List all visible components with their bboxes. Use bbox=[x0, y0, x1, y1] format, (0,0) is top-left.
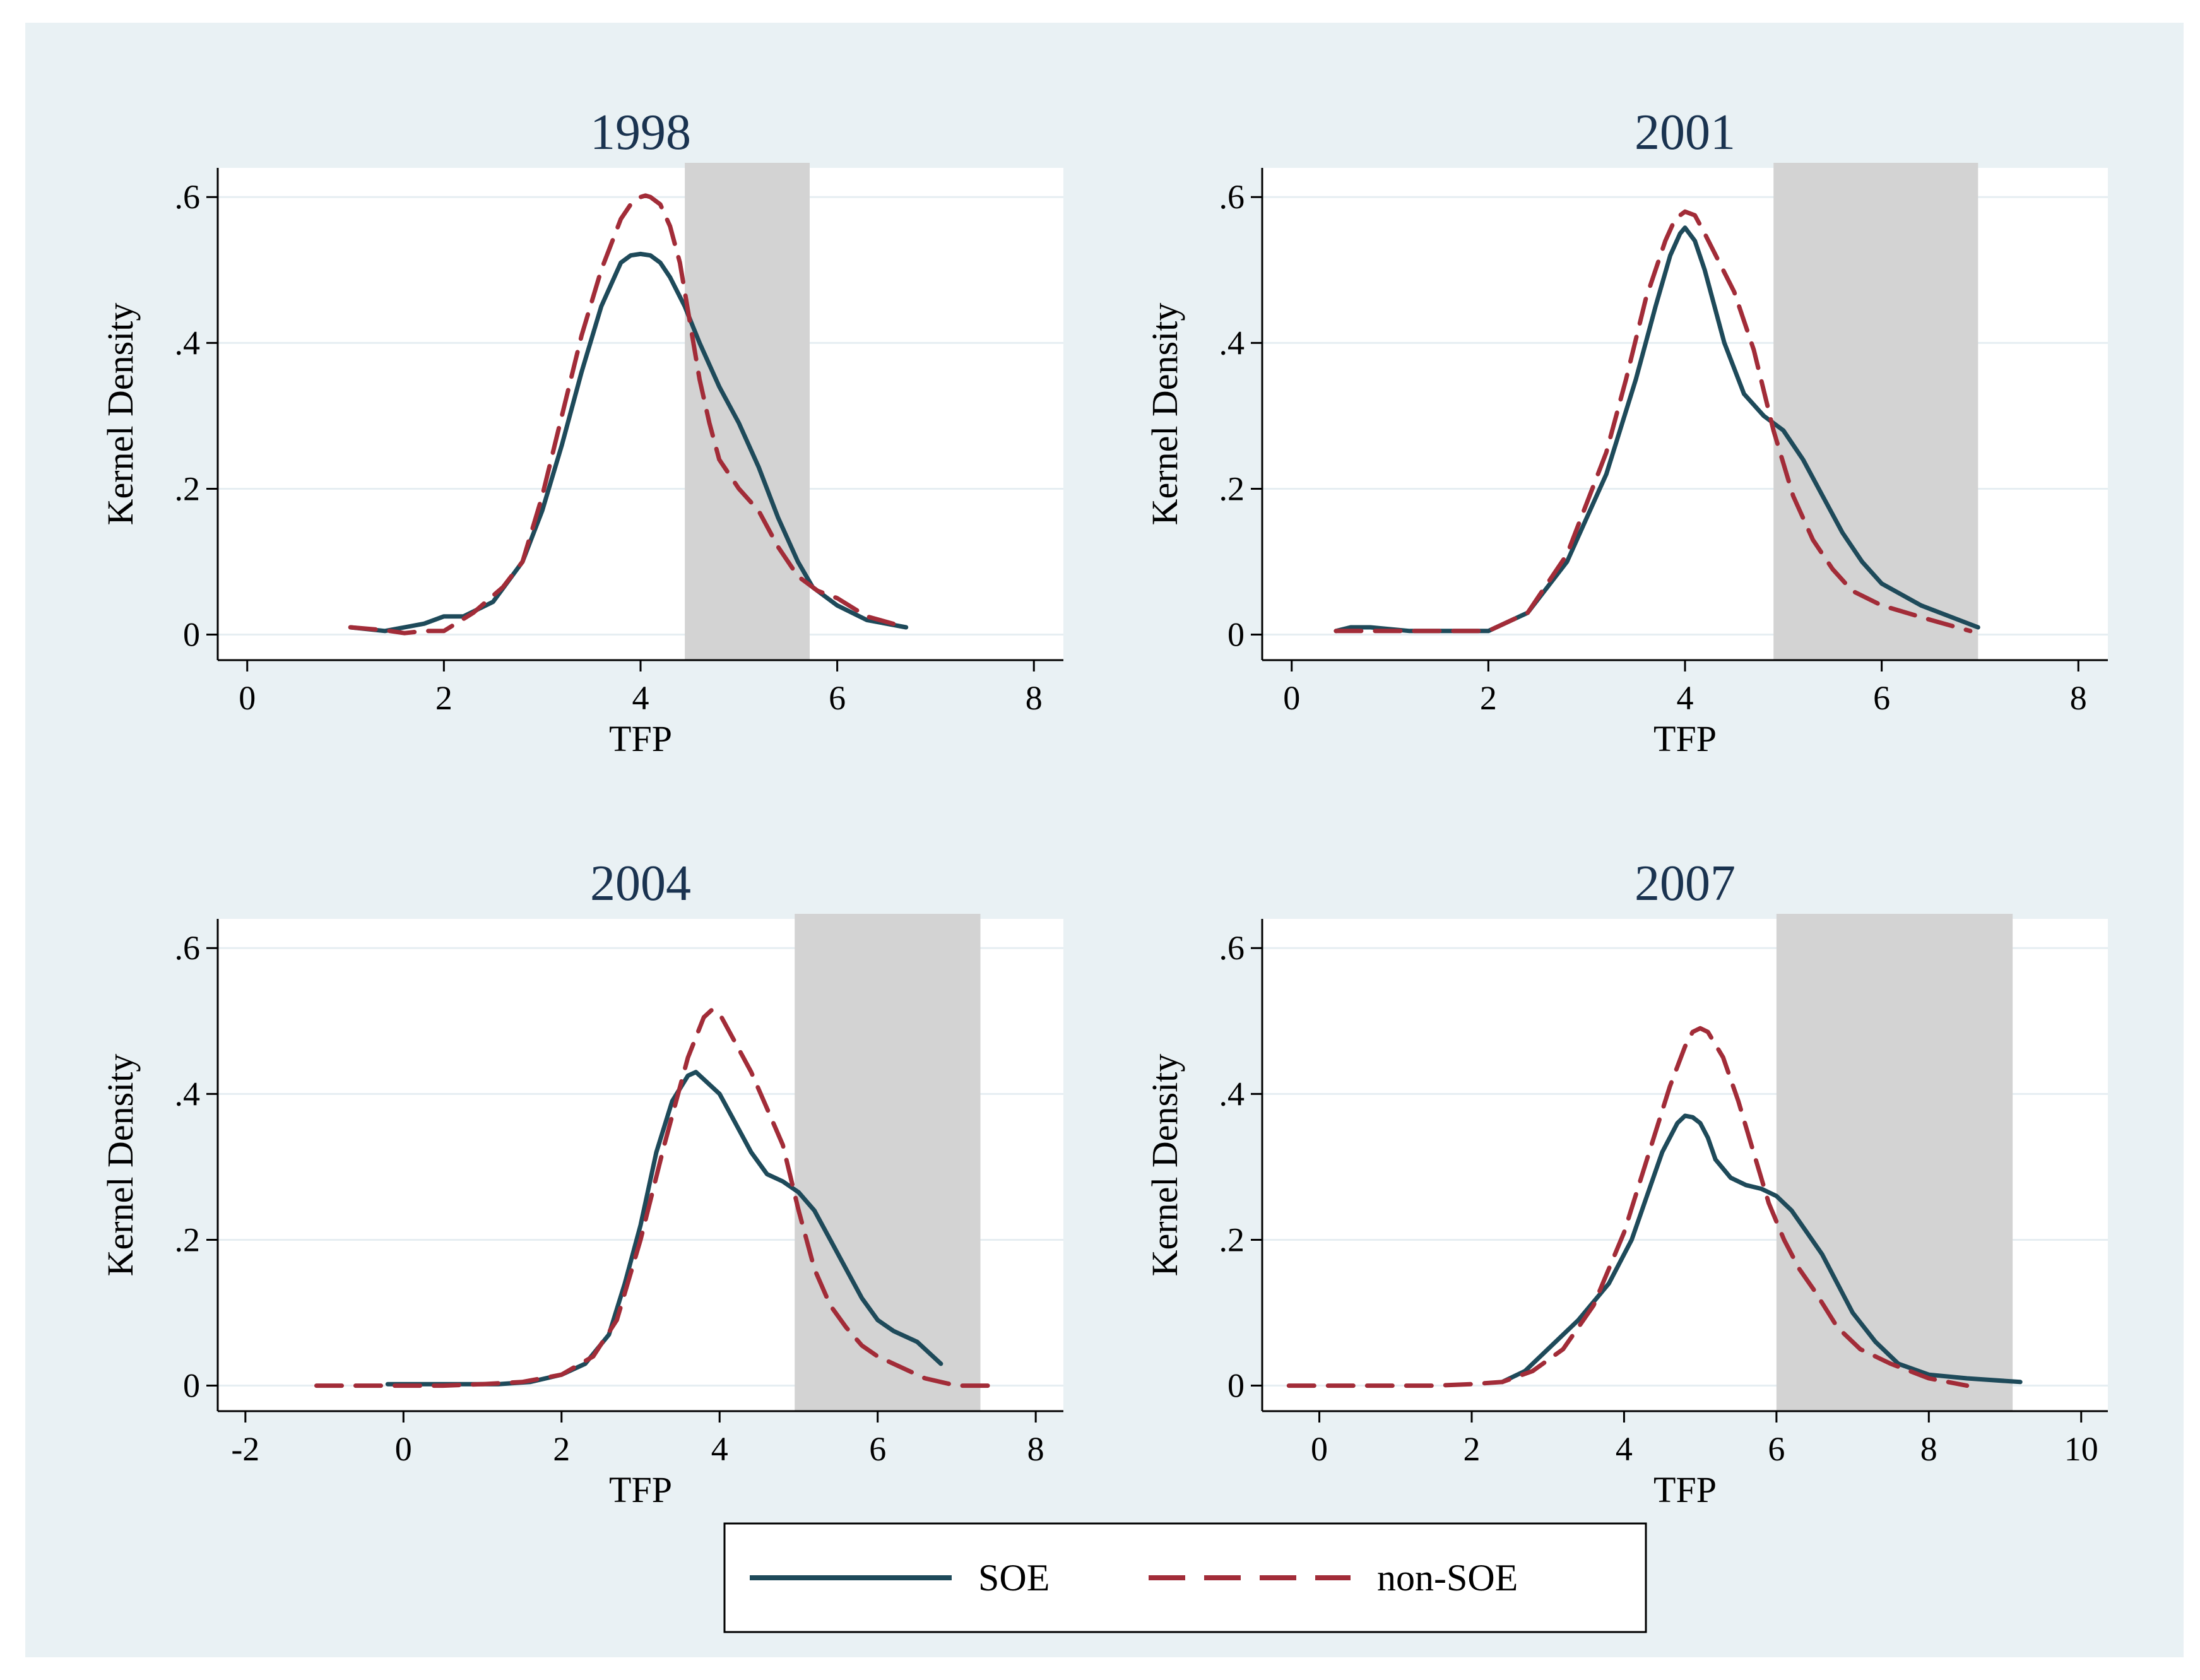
x-tick-label-10: 10 bbox=[2064, 1430, 2098, 1468]
y-tick-label-4: .4 bbox=[1219, 1075, 1245, 1113]
x-tick-label-8: 8 bbox=[1026, 679, 1043, 717]
x-tick-label-4: 4 bbox=[632, 679, 649, 717]
y-axis-label: Kernel Density bbox=[100, 1054, 141, 1277]
panel-title: 2001 bbox=[1635, 105, 1736, 160]
x-tick-label-4: 4 bbox=[1616, 1430, 1633, 1468]
y-axis-label: Kernel Density bbox=[100, 303, 141, 526]
x-tick-label-0: 0 bbox=[1311, 1430, 1328, 1468]
figure: 0 .2 .4 .6 0 2 4 6 8 TFP Kernel Density 1998 0 .2 .4 .6… bbox=[25, 23, 2184, 1657]
plot-area bbox=[1262, 168, 2108, 660]
x-axis-label: TFP bbox=[609, 1469, 672, 1510]
plot-area bbox=[218, 168, 1063, 660]
x-tick-label-0: 0 bbox=[1283, 679, 1300, 717]
x-tick-label-6: 6 bbox=[1873, 679, 1890, 717]
x-axis-label: TFP bbox=[1653, 718, 1717, 759]
y-tick-label-6: .6 bbox=[175, 178, 201, 216]
y-tick-label-0: 0 bbox=[1227, 1367, 1245, 1405]
x-tick-label-2: 2 bbox=[1480, 679, 1497, 717]
y-tick-label-0: 0 bbox=[1227, 616, 1245, 654]
x-tick-label-6: 6 bbox=[869, 1430, 886, 1468]
x-tick-label-8: 8 bbox=[2070, 679, 2087, 717]
y-tick-label-0: 0 bbox=[183, 616, 200, 654]
panel-title: 2004 bbox=[590, 856, 691, 911]
y-tick-label-2: .2 bbox=[1219, 1221, 1245, 1258]
legend: SOE non-SOE bbox=[723, 1522, 1647, 1633]
x-tick-label-4: 4 bbox=[1677, 679, 1694, 717]
x-tick-label-6: 6 bbox=[1768, 1430, 1785, 1468]
series-line-non-soe bbox=[314, 1007, 991, 1388]
x-tick-label-8: 8 bbox=[1027, 1430, 1044, 1468]
chart-canvas: 0 .2 .4 .6 0 2 4 6 8 TFP Kernel Density 1998 0 .2 .4 .6… bbox=[100, 105, 2108, 1633]
y-tick-label-6: .6 bbox=[175, 929, 201, 967]
y-tick-label-2: .2 bbox=[175, 470, 201, 507]
panel-2004: 0 .2 .4 .6 -2 0 2 4 6 8 TFP Kernel Density 2004 bbox=[100, 856, 1063, 1510]
panels: 0 .2 .4 .6 0 2 4 6 8 TFP Kernel Density 1998 0 .2 .4 .6… bbox=[100, 105, 2108, 1510]
series-line-soe bbox=[1499, 1113, 2023, 1385]
legend-label-non-soe: non-SOE bbox=[1377, 1557, 1518, 1599]
shaded-band bbox=[1776, 914, 2013, 1411]
panel-2001: 0 .2 .4 .6 0 2 4 6 8 TFP Kernel Density 2001 bbox=[1144, 105, 2108, 759]
shaded-band bbox=[685, 163, 810, 660]
y-tick-label-4: .4 bbox=[1219, 324, 1245, 362]
y-axis-label: Kernel Density bbox=[1144, 1054, 1185, 1277]
shaded-band bbox=[795, 914, 981, 1411]
x-tick-label-0: 0 bbox=[395, 1430, 412, 1468]
panel-2007: 0 .2 .4 .6 0 2 4 6 8 10 TFP Kernel Density 2007 bbox=[1144, 856, 2108, 1510]
legend-label-soe: SOE bbox=[978, 1557, 1050, 1599]
x-tick-label-0: 0 bbox=[239, 679, 256, 717]
x-tick-label-4: 4 bbox=[711, 1430, 728, 1468]
x-tick-label-8: 8 bbox=[1920, 1430, 1937, 1468]
x-tick-label-2: 2 bbox=[553, 1430, 570, 1468]
y-tick-label-0: 0 bbox=[183, 1367, 200, 1405]
series-line-non-soe bbox=[1334, 209, 1973, 634]
y-tick-label-2: .2 bbox=[1219, 470, 1245, 507]
x-tick-label-6: 6 bbox=[829, 679, 846, 717]
panel-title: 1998 bbox=[590, 105, 691, 160]
y-tick-label-2: .2 bbox=[175, 1221, 201, 1258]
panel-title: 2007 bbox=[1635, 856, 1736, 911]
x-axis-label: TFP bbox=[609, 718, 672, 759]
series-line-non-soe bbox=[348, 193, 909, 636]
y-tick-label-4: .4 bbox=[175, 324, 201, 362]
y-tick-label-4: .4 bbox=[175, 1075, 201, 1113]
y-axis-label: Kernel Density bbox=[1144, 303, 1185, 526]
y-tick-label-6: .6 bbox=[1219, 178, 1245, 216]
x-tick-label-2: -2 bbox=[231, 1430, 259, 1468]
shaded-band bbox=[1773, 163, 1978, 660]
y-tick-label-6: .6 bbox=[1219, 929, 1245, 967]
series-line-non-soe bbox=[1286, 1026, 1970, 1388]
panel-1998: 0 .2 .4 .6 0 2 4 6 8 TFP Kernel Density 1998 bbox=[100, 105, 1063, 759]
x-tick-label-2: 2 bbox=[435, 679, 452, 717]
x-axis-label: TFP bbox=[1653, 1469, 1717, 1510]
x-tick-label-2: 2 bbox=[1463, 1430, 1480, 1468]
